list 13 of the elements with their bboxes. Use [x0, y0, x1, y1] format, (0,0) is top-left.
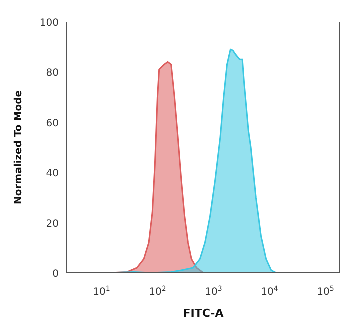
y-tick-label: 20	[46, 218, 59, 230]
y-axis-title: Normalized To Mode	[14, 90, 25, 205]
y-tick-label: 0	[52, 269, 59, 280]
y-tick-label: 40	[46, 168, 59, 180]
x-tick-label: 10$^{5}$	[317, 285, 334, 298]
y-tick-label: 60	[46, 118, 59, 130]
y-tick-label: 100	[40, 18, 59, 29]
x-tick-label: 10$^{2}$	[149, 285, 166, 298]
x-axis-title: FITC-A	[183, 307, 224, 320]
x-tick-label: 10$^{1}$	[93, 285, 110, 298]
x-tick-label: 10$^{4}$	[261, 285, 279, 298]
y-tick-label: 80	[46, 68, 59, 80]
x-tick-label: 10$^{3}$	[205, 285, 222, 298]
